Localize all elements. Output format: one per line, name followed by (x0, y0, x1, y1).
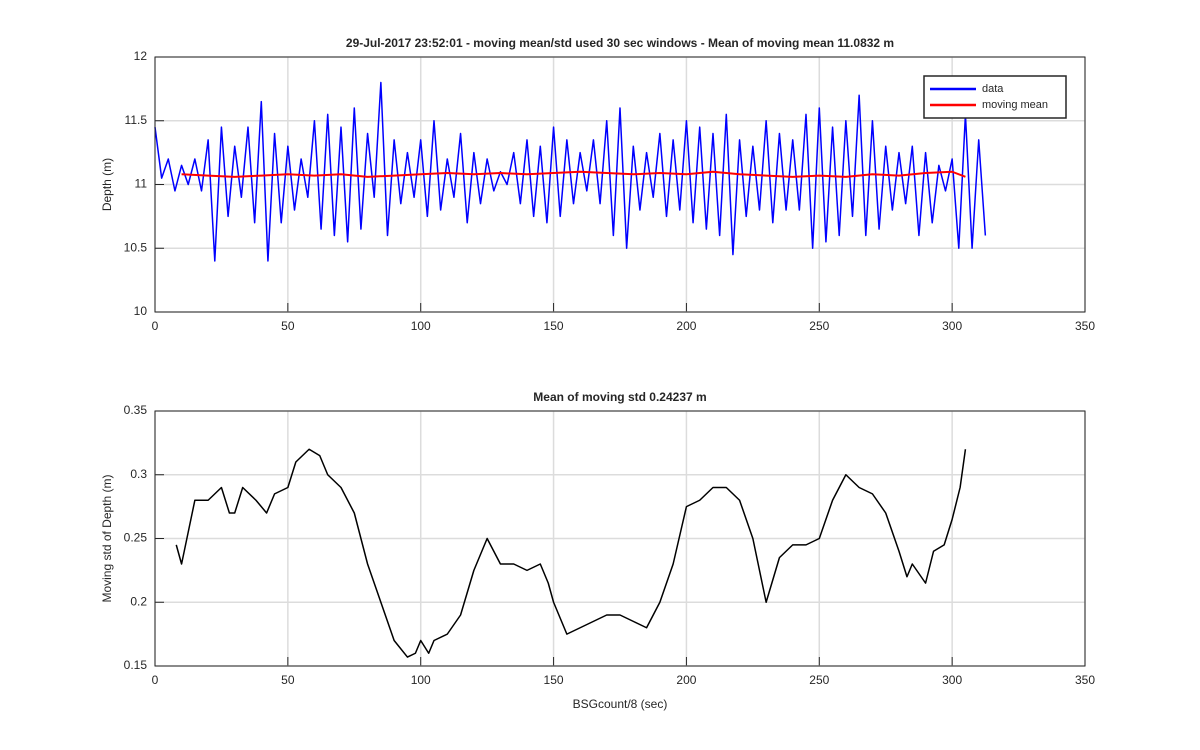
y-tick-label: 10.5 (124, 240, 148, 254)
chart-title: Mean of moving std 0.24237 m (533, 390, 706, 404)
x-tick-label: 50 (281, 673, 295, 687)
x-tick-label: 50 (281, 319, 295, 333)
x-tick-label: 0 (152, 319, 159, 333)
x-tick-label: 300 (942, 673, 962, 687)
x-tick-label: 250 (809, 673, 829, 687)
y-tick-label: 12 (134, 49, 148, 63)
x-tick-label: 250 (809, 319, 829, 333)
x-axis-label: BSGcount/8 (sec) (573, 697, 668, 711)
y-axis-label: Depth (m) (100, 158, 114, 211)
axes-box (154, 410, 1086, 667)
y-tick-label: 0.2 (130, 594, 147, 608)
series-line (175, 448, 967, 658)
legend-label: moving mean (982, 99, 1048, 111)
y-tick-label: 10 (134, 304, 148, 318)
y-tick-label: 0.3 (130, 467, 147, 481)
chart-title: 29-Jul-2017 23:52:01 - moving mean/std u… (346, 36, 894, 50)
legend-box (923, 75, 1067, 119)
x-tick-label: 150 (544, 673, 564, 687)
x-tick-label: 100 (411, 673, 431, 687)
x-tick-label: 350 (1075, 319, 1095, 333)
y-tick-label: 0.35 (124, 403, 148, 417)
x-tick-label: 350 (1075, 673, 1095, 687)
legend-label: data (982, 83, 1004, 95)
y-tick-label: 11 (135, 177, 148, 191)
series-line (181, 170, 966, 178)
x-tick-label: 200 (676, 319, 696, 333)
y-axis-label: Moving std of Depth (m) (100, 474, 114, 602)
x-tick-label: 200 (676, 673, 696, 687)
y-tick-label: 0.15 (124, 658, 148, 672)
x-tick-label: 100 (411, 319, 431, 333)
y-tick-label: 11.5 (125, 113, 148, 127)
x-tick-label: 300 (942, 319, 962, 333)
axes-box (154, 56, 1086, 313)
y-tick-label: 0.25 (124, 531, 148, 545)
x-tick-label: 150 (544, 319, 564, 333)
x-tick-label: 0 (152, 673, 159, 687)
